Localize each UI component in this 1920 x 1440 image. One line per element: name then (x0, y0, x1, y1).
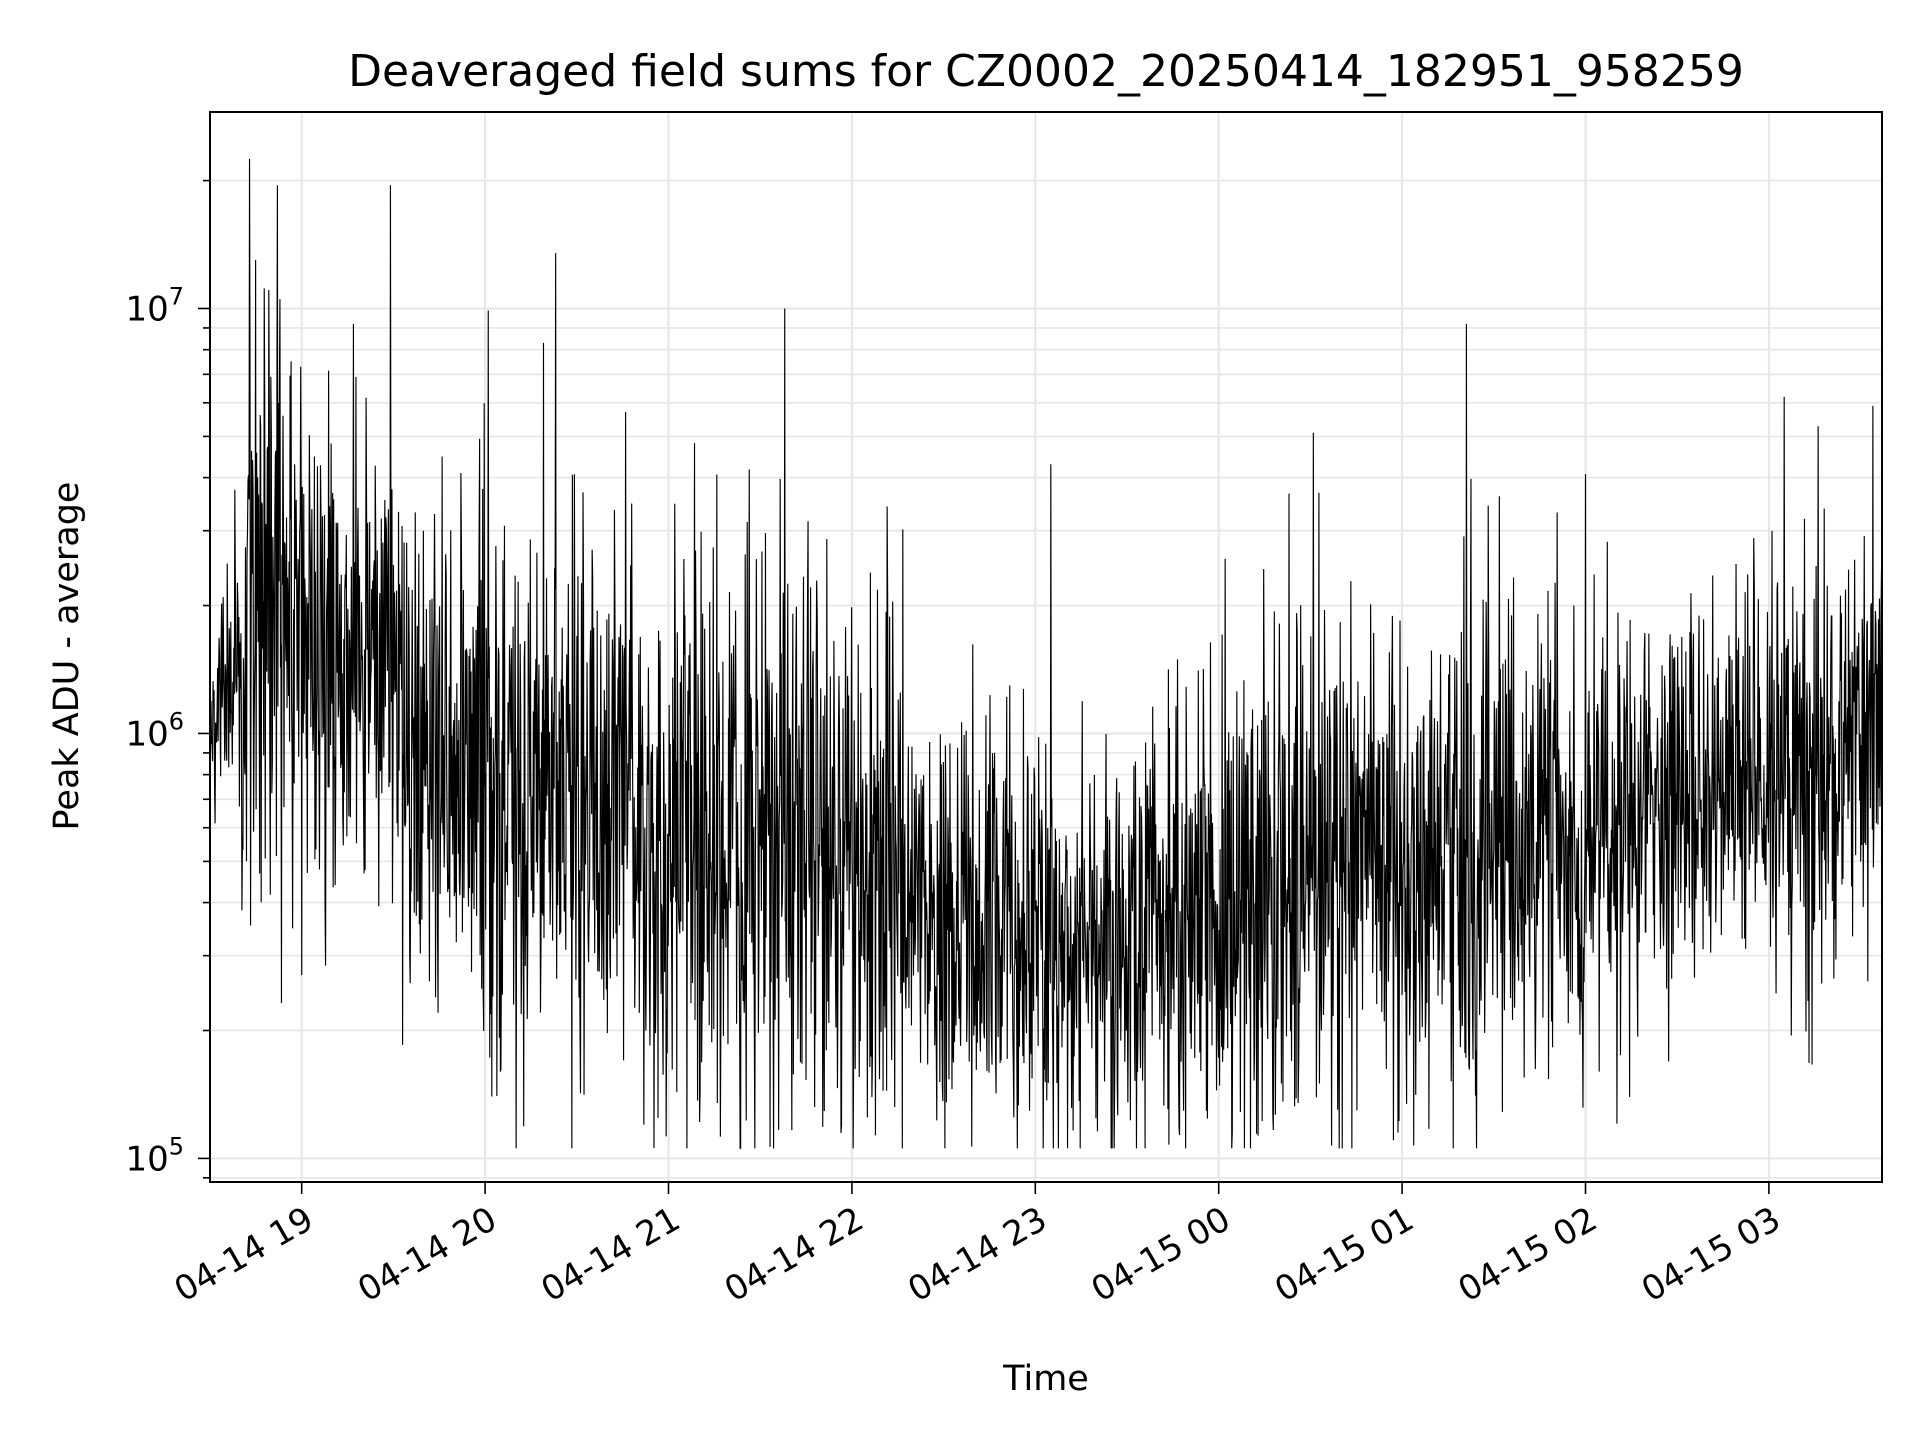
y-axis: 105 106 107 (125, 179, 210, 1179)
plot-area-frame (209, 111, 1883, 1183)
y-tick-label: 106 (125, 707, 184, 754)
data-series-line (209, 158, 1883, 1149)
chart-title: Deaveraged field sums for CZ0002_2025041… (348, 46, 1744, 97)
y-tick-label: 107 (125, 282, 184, 329)
y-tick-label: 105 (125, 1132, 184, 1179)
data-series (209, 158, 1883, 1149)
y-axis-label: Peak ADU - average (47, 482, 87, 831)
x-axis-label: Time (1002, 1359, 1089, 1399)
